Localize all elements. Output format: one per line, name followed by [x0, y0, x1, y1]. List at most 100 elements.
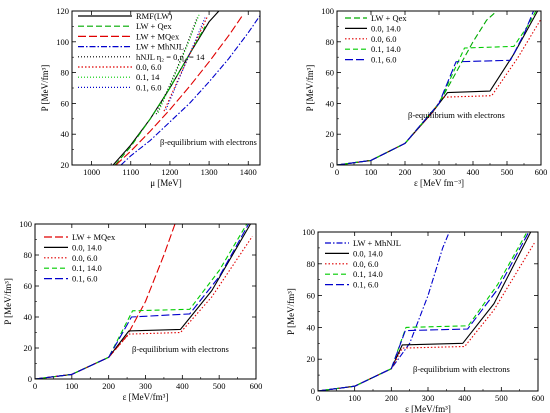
y-tick-label: 60: [61, 98, 70, 108]
series-group: [35, 224, 253, 379]
annotation-text: β-equilibrium with electrons: [160, 137, 257, 147]
x-tick-label: 400: [458, 393, 471, 403]
y-tick-label: 60: [24, 281, 33, 291]
chart-panel-1: 1000 1100 1200 1300 1400 20 40 60 80 100 120 μ [MeV…: [40, 6, 261, 188]
x-tick-label: 500: [495, 393, 508, 403]
legend-label-1: LW + Qex: [371, 13, 407, 23]
y-tick-label: 80: [24, 250, 33, 260]
x-axis-label: ε [MeV/fm³]: [405, 404, 451, 413]
annotation-text: β-equilibrium with electrons: [132, 344, 229, 354]
y-tick-label: 100: [19, 219, 32, 229]
x-tick-label: 400: [467, 167, 480, 177]
x-tick-label: 0: [335, 167, 339, 177]
series-line-3: [35, 236, 253, 379]
series-line-5: [35, 224, 250, 379]
legend-label-3: 0.0, 6.0: [353, 259, 379, 269]
series-line-4: [318, 232, 528, 391]
x-tick-label: 1400: [240, 167, 257, 177]
chart-panel-3: 0 100 200 300 400 500 600 0 20 40 60 80 100 ε [MeV/fm…: [3, 219, 262, 402]
x-tick-label: 200: [385, 393, 398, 403]
y-tick-label: 20: [61, 160, 70, 170]
series-group: [337, 11, 541, 165]
legend-label-4: 0.1, 14.0: [72, 263, 102, 273]
series-line-7: [157, 13, 200, 113]
legend-label-3: LW + MQex: [136, 31, 180, 41]
x-tick-label: 0: [33, 381, 37, 391]
x-tick-label: 1000: [83, 167, 100, 177]
series-line-1: [337, 11, 498, 165]
y-tick-label: 20: [24, 343, 33, 353]
x-axis-label: ε [MeV fm⁻³]: [414, 178, 464, 188]
series-line-5: [318, 232, 530, 391]
y-axis-label: P [MeV/fm³]: [40, 65, 50, 112]
x-tick-label: 300: [139, 381, 152, 391]
legend-label-2: 0.0, 14.0: [353, 248, 383, 258]
legend-label-4: 0.1, 14.0: [353, 269, 383, 279]
legend-label-2: 0.0, 14.0: [371, 23, 401, 33]
y-tick-label: 0: [311, 386, 315, 396]
y-tick-label: 40: [326, 98, 335, 108]
legend-label-5: 0.1, 6.0: [72, 274, 98, 284]
y-tick-label: 100: [302, 227, 315, 237]
series-line-5: [337, 11, 535, 165]
y-tick-label: 80: [61, 68, 70, 78]
x-tick-label: 0: [316, 393, 320, 403]
series-line-4: [337, 11, 537, 165]
series-line-3: [115, 15, 243, 165]
y-tick-label: 60: [307, 291, 316, 301]
x-tick-label: 600: [250, 381, 263, 391]
series-line-4: [35, 224, 248, 379]
y-axis-label: P [MeV/fm³]: [305, 65, 315, 112]
legend-label-4: LW + MhNJL: [136, 42, 184, 52]
legend-label-2: LW + Qex: [136, 21, 172, 31]
x-axis-label: ε [MeV/fm³]: [123, 392, 169, 402]
x-tick-label: 1300: [201, 167, 218, 177]
legend-label-8: 0.1, 6.0: [136, 82, 162, 92]
legend-label-5: hNJL η₂ = 0,η₄ = 14: [136, 52, 205, 62]
x-tick-label: 500: [213, 381, 226, 391]
y-tick-label: 80: [307, 259, 316, 269]
series-line-3: [337, 19, 541, 165]
legend-label-1: LW + MhNJL: [353, 238, 401, 248]
x-tick-label: 600: [532, 393, 545, 403]
legend-label-5: 0.1, 6.0: [371, 55, 397, 65]
x-tick-label: 1200: [161, 167, 178, 177]
y-axis-label: P [MeV/fm³]: [286, 288, 296, 335]
legend-label-1: RMF(LW): [136, 11, 172, 21]
y-axis-label: P [MeV/fm³]: [3, 278, 13, 325]
x-tick-label: 300: [422, 393, 435, 403]
x-tick-label: 300: [433, 167, 446, 177]
legend-label-5: 0.1, 6.0: [353, 280, 379, 290]
legend-label-3: 0.0, 6.0: [371, 34, 397, 44]
annotation-text: β-equilibrium with electrons: [413, 364, 510, 374]
legend-label-6: 0.0, 6.0: [136, 62, 162, 72]
x-tick-label: 500: [501, 167, 514, 177]
y-tick-label: 120: [56, 6, 69, 16]
legend-label-1: LW + MQex: [72, 232, 116, 242]
y-tick-label: 100: [56, 37, 69, 47]
series-group: [112, 11, 260, 165]
y-tick-label: 100: [321, 6, 334, 16]
y-tick-label: 40: [24, 312, 33, 322]
x-tick-label: 100: [348, 393, 361, 403]
annotation-text: β-equilibrium with electrons: [408, 110, 505, 120]
plot-frame: [336, 10, 542, 166]
x-tick-label: 200: [399, 167, 412, 177]
series-group: [318, 232, 535, 391]
legend-label-7: 0.1, 14: [136, 72, 160, 82]
legend-label-2: 0.0, 14.0: [72, 242, 102, 252]
y-tick-label: 40: [307, 322, 316, 332]
y-tick-label: 40: [61, 129, 70, 139]
legend-label-4: 0.1, 14.0: [371, 44, 401, 54]
y-tick-label: 20: [307, 354, 316, 364]
x-tick-label: 100: [65, 381, 78, 391]
x-tick-label: 400: [176, 381, 189, 391]
x-tick-label: 600: [535, 167, 548, 177]
y-tick-label: 80: [326, 37, 335, 47]
y-tick-label: 20: [326, 129, 335, 139]
